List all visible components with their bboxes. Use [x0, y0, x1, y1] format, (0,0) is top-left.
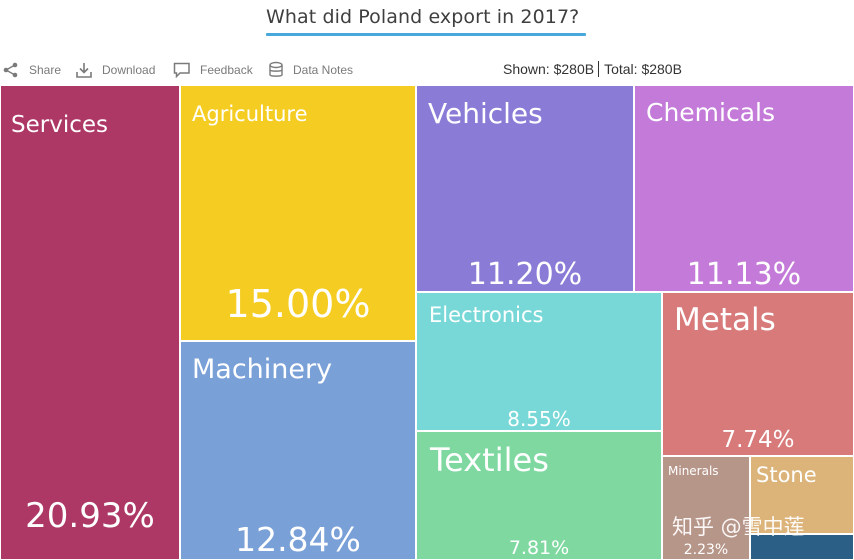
tile-value-electronics: 8.55%	[507, 407, 571, 431]
share-button[interactable]: Share	[2, 58, 61, 82]
tile-label-electronics: Electronics	[429, 303, 544, 327]
shown-total-summary: Shown: $280B Total: $280B	[503, 61, 682, 77]
tile-label-machinery: Machinery	[192, 354, 333, 385]
chart-header: What did Poland export in 2017?	[0, 0, 854, 44]
download-icon	[76, 63, 92, 78]
tile-value-textiles: 7.81%	[508, 537, 570, 559]
summary-divider	[598, 61, 600, 77]
treemap-tile-vehicles[interactable]: Vehicles 11.20%	[416, 85, 634, 292]
tile-value-minerals: 2.23%	[683, 542, 729, 558]
shown-label: Shown:	[503, 61, 550, 77]
download-label: Download	[102, 63, 156, 77]
feedback-label: Feedback	[200, 63, 253, 77]
watermark: 知乎 @雪中莲	[672, 515, 805, 539]
tile-value-services: 20.93%	[25, 496, 155, 536]
share-label: Share	[29, 63, 62, 77]
download-button[interactable]: Download	[75, 58, 155, 82]
treemap-tile-services[interactable]: Services 20.93%	[0, 85, 180, 560]
treemap-tile-minerals[interactable]: Minerals 2.23%	[662, 456, 750, 560]
total-label: Total:	[604, 61, 638, 77]
tile-value-metals: 7.74%	[721, 427, 795, 453]
data-notes-label: Data Notes	[293, 63, 354, 77]
title-underline	[266, 33, 586, 36]
database-icon	[269, 61, 283, 77]
treemap-tile-textiles[interactable]: Textiles 7.81%	[416, 431, 662, 560]
tile-value-chemicals: 11.13%	[686, 257, 802, 292]
tile-label-services: Services	[11, 112, 108, 138]
treemap-tile-electronics[interactable]: Electronics 8.55%	[416, 292, 662, 431]
tile-label-minerals: Minerals	[668, 464, 719, 478]
chart-title: What did Poland export in 2017?	[266, 6, 580, 28]
data-notes-button[interactable]: Data Notes	[268, 58, 353, 82]
shown-value: $280B	[553, 61, 595, 77]
feedback-icon	[173, 62, 190, 78]
feedback-button[interactable]: Feedback	[173, 58, 253, 82]
tile-value-machinery: 12.84%	[235, 520, 361, 559]
treemap-chart: Services 20.93% Agriculture 15.00% Machinery…	[0, 85, 854, 560]
tile-label-textiles: Textiles	[430, 441, 549, 479]
tile-label-chemicals: Chemicals	[646, 98, 776, 127]
tile-value-vehicles: 11.20%	[467, 257, 583, 292]
tile-label-agriculture: Agriculture	[192, 102, 308, 126]
tile-label-metals: Metals	[674, 302, 776, 338]
tile-value-agriculture: 15.00%	[225, 282, 371, 326]
tile-label-vehicles: Vehicles	[428, 97, 543, 130]
treemap-tile-chemicals[interactable]: Chemicals 11.13%	[634, 85, 854, 292]
treemap-tile-machinery[interactable]: Machinery 12.84%	[180, 341, 416, 560]
treemap-tile-metals[interactable]: Metals 7.74%	[662, 292, 854, 456]
share-icon	[3, 62, 18, 78]
total-value: $280B	[641, 61, 682, 77]
treemap-tile-agriculture[interactable]: Agriculture 15.00%	[180, 85, 416, 341]
tile-label-stone: Stone	[756, 463, 817, 487]
